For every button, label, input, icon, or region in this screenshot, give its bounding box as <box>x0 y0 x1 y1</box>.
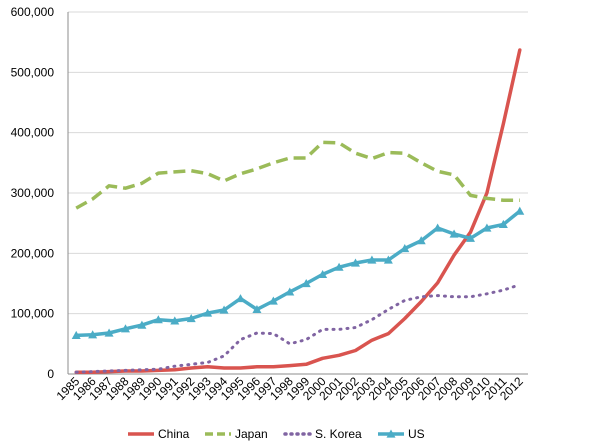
data-point <box>88 330 98 339</box>
y-tick-label: 300,000 <box>11 186 55 200</box>
series-japan <box>75 140 520 210</box>
data-point <box>236 294 245 303</box>
legend-item-china: China <box>128 427 190 441</box>
legend: China Japan S. Korea US <box>128 427 425 441</box>
series-line-japan <box>75 140 520 210</box>
legend-item-s-korea: S. Korea <box>283 427 362 441</box>
legend-label: China <box>158 427 190 441</box>
data-point <box>400 244 410 253</box>
data-point <box>498 219 508 228</box>
data-point <box>104 328 114 337</box>
data-point <box>137 320 147 329</box>
legend-label: S. Korea <box>315 427 362 441</box>
data-point <box>334 262 344 271</box>
data-point <box>416 236 426 245</box>
legend-item-japan: Japan <box>205 427 268 441</box>
series-line-china <box>74 48 522 374</box>
data-point <box>268 296 278 305</box>
y-tick-label: 600,000 <box>11 5 55 19</box>
data-point <box>515 206 525 215</box>
series-s-korea <box>74 283 522 374</box>
series-us <box>71 206 525 339</box>
legend-marker <box>386 429 396 438</box>
gridlines <box>68 11 528 315</box>
data-point <box>482 223 492 232</box>
data-point <box>186 313 196 323</box>
y-tick-label: 400,000 <box>11 126 55 140</box>
data-point <box>318 269 328 279</box>
data-point <box>301 279 311 288</box>
data-point <box>252 304 262 314</box>
legend-label: US <box>408 427 425 441</box>
data-point <box>285 287 295 296</box>
data-point <box>121 324 130 333</box>
data-point <box>153 315 163 324</box>
data-point <box>383 255 393 264</box>
data-point <box>71 330 81 339</box>
series-lines <box>71 48 525 374</box>
x-axis-tick-labels: 1985198619871988198919901991199219931994… <box>54 374 527 403</box>
legend-item-us: US <box>378 427 425 441</box>
data-point <box>466 233 475 242</box>
series-line-s-korea <box>74 283 522 374</box>
data-point <box>351 258 360 267</box>
data-point <box>203 308 213 317</box>
data-point <box>170 316 180 325</box>
data-point <box>449 229 459 238</box>
data-point <box>433 223 443 232</box>
data-point <box>219 305 229 314</box>
y-axis-tick-labels: 0 100,000 200,000 300,000 400,000 500,000 600,… <box>11 5 55 381</box>
series-china <box>74 48 522 374</box>
y-tick-label: 200,000 <box>11 246 55 260</box>
y-tick-label: 500,000 <box>11 65 55 79</box>
data-point <box>367 255 377 264</box>
series-line-us <box>74 209 522 338</box>
y-tick-label: 100,000 <box>11 307 55 321</box>
y-tick-label: 0 <box>47 367 54 381</box>
legend-label: Japan <box>235 427 268 441</box>
